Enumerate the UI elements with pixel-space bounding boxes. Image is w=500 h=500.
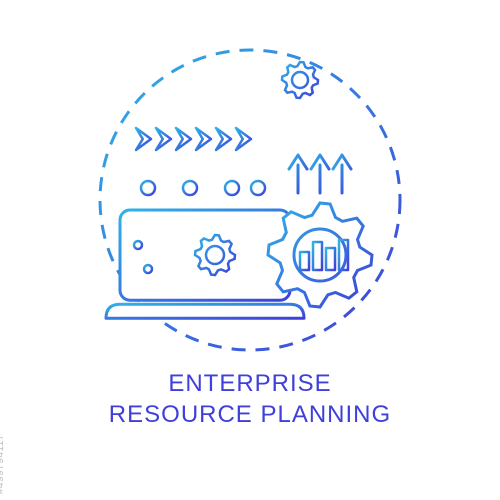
- stock-id-watermark: #499794117: [0, 434, 6, 494]
- flow-nodes: [141, 168, 265, 195]
- title-line-1: ENTERPRISE: [168, 370, 331, 397]
- concept-title: ENTERPRISE RESOURCE PLANNING: [0, 368, 500, 430]
- growth-arrows: [289, 155, 351, 193]
- process-chevrons: [136, 128, 251, 150]
- erp-concept-icon: ENTERPRISE RESOURCE PLANNING #499794117: [0, 0, 500, 500]
- laptop-icon: [106, 210, 304, 318]
- gear-icon-small: [282, 62, 318, 98]
- title-line-2: RESOURCE PLANNING: [109, 401, 391, 428]
- gear-icon-large: [268, 203, 372, 307]
